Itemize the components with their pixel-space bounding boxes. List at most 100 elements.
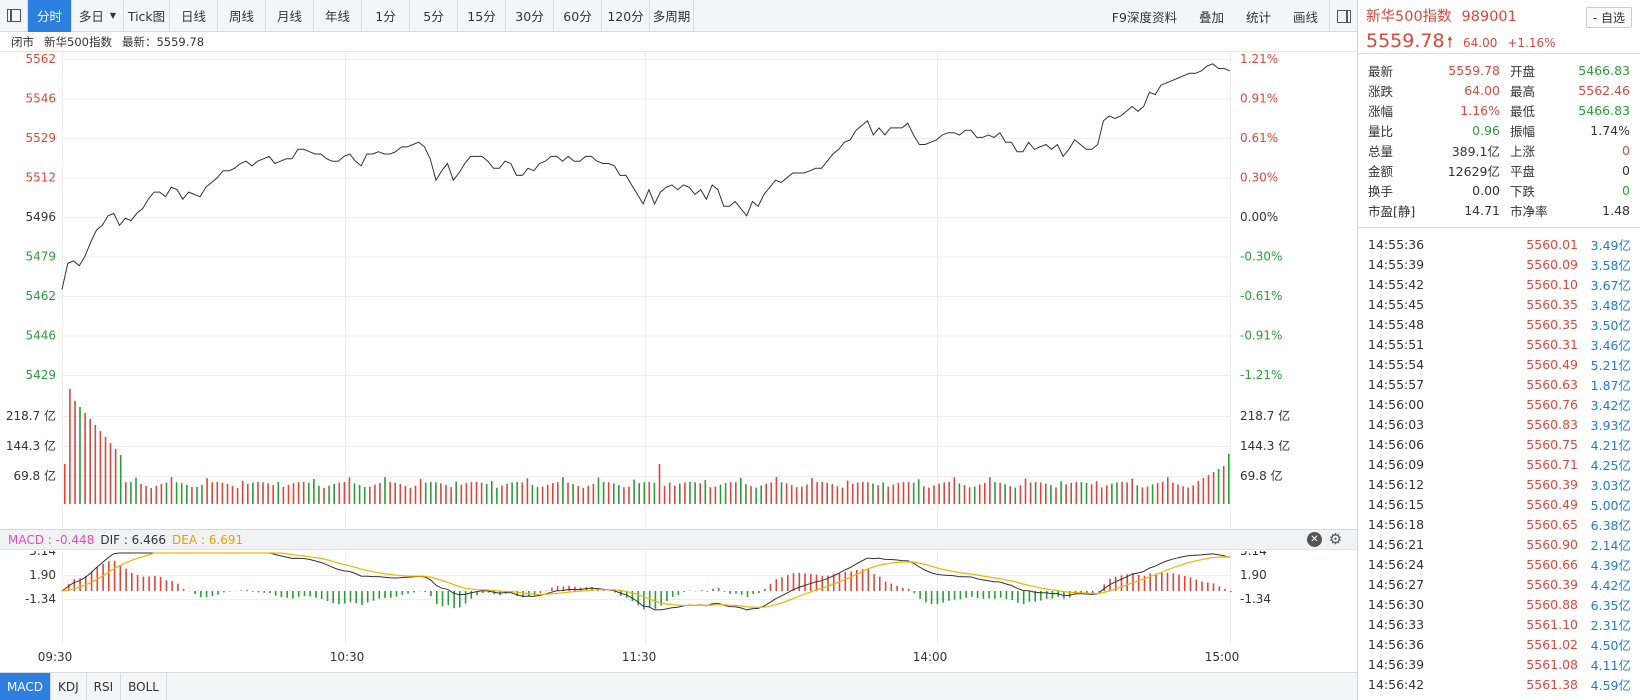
tab-120min[interactable]: 120分 xyxy=(602,0,650,32)
tab-weekly[interactable]: 周线 xyxy=(218,0,266,32)
volume-bar xyxy=(374,484,376,504)
volume-bar xyxy=(765,483,767,504)
macd-histogram-bar xyxy=(171,581,173,591)
remove-favorite-button[interactable]: - 自选 xyxy=(1585,7,1632,28)
tab-tick[interactable]: Tick图 xyxy=(124,0,170,32)
volume-bar xyxy=(567,482,569,504)
quote-value: 14.71 xyxy=(1464,202,1500,218)
volume-bar xyxy=(308,482,310,505)
price-tick-label: 5479 xyxy=(25,250,56,264)
tick-time: 14:56:09 xyxy=(1368,456,1425,472)
volume-bar xyxy=(313,479,315,504)
price-tick-label: 5512 xyxy=(25,171,56,185)
overlay-button[interactable]: 叠加 xyxy=(1198,9,1224,25)
tab-1min[interactable]: 1分 xyxy=(362,0,410,32)
macd-histogram-bar xyxy=(821,575,824,591)
volume-bar xyxy=(999,482,1001,504)
macd-histogram-bar xyxy=(436,591,438,605)
macd-histogram-bar xyxy=(1097,591,1100,592)
macd-histogram-bar xyxy=(73,579,76,591)
tab-60min[interactable]: 60分 xyxy=(554,0,602,32)
macd-histogram-bar xyxy=(246,590,248,591)
tick-price: 5560.35 xyxy=(1526,296,1578,312)
macd-histogram-bar xyxy=(775,579,778,591)
volume-bar xyxy=(1167,477,1169,505)
draw-line-button[interactable]: 画线 xyxy=(1292,9,1318,25)
quote-label: 平盘 xyxy=(1510,163,1536,179)
macd-histogram-bar xyxy=(671,591,674,597)
volume-bar xyxy=(953,477,956,505)
macd-histogram-bar xyxy=(223,591,225,593)
volume-bar xyxy=(602,482,605,504)
tab-15min[interactable]: 15分 xyxy=(458,0,506,32)
tick-row: 14:55:42 5560.10 3.67亿 xyxy=(1368,274,1632,294)
tick-price: 5560.71 xyxy=(1526,456,1578,472)
volume-bar xyxy=(684,482,686,504)
macd-histogram-bar xyxy=(200,591,202,598)
volume-bar xyxy=(480,482,483,504)
macd-histogram xyxy=(67,560,1232,610)
macd-histogram-bar xyxy=(79,578,81,591)
volume-bar xyxy=(607,482,610,504)
tab-intraday[interactable]: 分时 xyxy=(28,0,72,32)
volume-bar xyxy=(892,484,895,504)
quote-label: 最低 xyxy=(1510,103,1536,119)
macd-axis: 5.14 5.14 1.90 1.90 -1.34 -1.34 xyxy=(25,544,1271,606)
tab-kdj[interactable]: KDJ xyxy=(51,673,87,700)
gear-icon[interactable]: ⚙ xyxy=(1328,530,1343,548)
volume-bar xyxy=(94,425,97,504)
tab-multi-period[interactable]: 多周期 xyxy=(650,0,694,32)
tick-volume: 3.49亿 xyxy=(1590,237,1631,253)
macd-histogram-bar xyxy=(1045,591,1048,599)
macd-histogram-bar xyxy=(700,590,703,591)
tab-boll[interactable]: BOLL xyxy=(121,673,167,700)
tick-row: 14:55:48 5560.35 3.50亿 xyxy=(1368,314,1632,334)
volume-bar xyxy=(1202,478,1205,504)
volume-bar xyxy=(140,484,142,505)
macd-histogram-bar xyxy=(643,591,645,610)
tab-5min[interactable]: 5分 xyxy=(410,0,458,32)
volume-bar xyxy=(485,484,488,504)
panel-toggle-icon xyxy=(6,9,21,22)
statistics-button[interactable]: 统计 xyxy=(1245,9,1271,25)
tick-volume: 2.31亿 xyxy=(1590,617,1631,633)
volume-bar xyxy=(618,485,620,505)
f9-deep-data-button[interactable]: F9深度资料 xyxy=(1111,9,1177,25)
macd-histogram-bar xyxy=(717,587,720,591)
volume-bar xyxy=(729,482,732,505)
macd-histogram-bar xyxy=(660,591,662,606)
volume-bar xyxy=(790,485,793,504)
tab-yearly[interactable]: 年线 xyxy=(314,0,362,32)
volume-bar xyxy=(99,431,102,504)
volume-bar xyxy=(353,483,356,505)
close-icon[interactable]: ✕ xyxy=(1307,532,1322,547)
macd-histogram-bar xyxy=(1028,591,1031,602)
volume-bar xyxy=(84,413,86,504)
tick-time: 14:56:33 xyxy=(1368,616,1425,632)
tab-rsi[interactable]: RSI xyxy=(87,673,122,700)
macd-histogram-bar xyxy=(729,591,731,594)
macd-histogram-bar xyxy=(1051,591,1054,599)
macd-chart[interactable]: 5.14 5.14 1.90 1.90 -1.34 -1.34 xyxy=(0,544,1357,645)
intraday-chart[interactable]: 5562 5546 5529 5512 5496 5479 5462 5446 5429 1.2… xyxy=(0,52,1357,528)
toggle-left-panel-button[interactable] xyxy=(0,0,28,32)
macd-histogram-bar xyxy=(194,591,196,595)
volume-bar xyxy=(887,486,889,504)
tab-30min[interactable]: 30分 xyxy=(506,0,554,32)
volume-bar xyxy=(1085,482,1088,505)
tab-macd[interactable]: MACD xyxy=(0,673,51,700)
macd-histogram-bar xyxy=(551,587,553,591)
tab-multi-day[interactable]: 多日 ▼ xyxy=(72,0,124,32)
macd-histogram-bar xyxy=(1114,576,1117,591)
volume-bar xyxy=(750,486,752,504)
volume-bar xyxy=(668,482,671,504)
volume-bar xyxy=(236,487,239,504)
volume-bar xyxy=(755,487,757,505)
tick-row: 14:55:39 5560.09 3.58亿 xyxy=(1368,254,1632,274)
macd-histogram-bar xyxy=(925,591,927,603)
tab-daily[interactable]: 日线 xyxy=(170,0,218,32)
tab-monthly[interactable]: 月线 xyxy=(266,0,314,32)
toggle-right-panel-button[interactable] xyxy=(1329,0,1357,32)
tick-time: 14:56:03 xyxy=(1368,416,1425,432)
macd-histogram-bar xyxy=(988,591,990,599)
